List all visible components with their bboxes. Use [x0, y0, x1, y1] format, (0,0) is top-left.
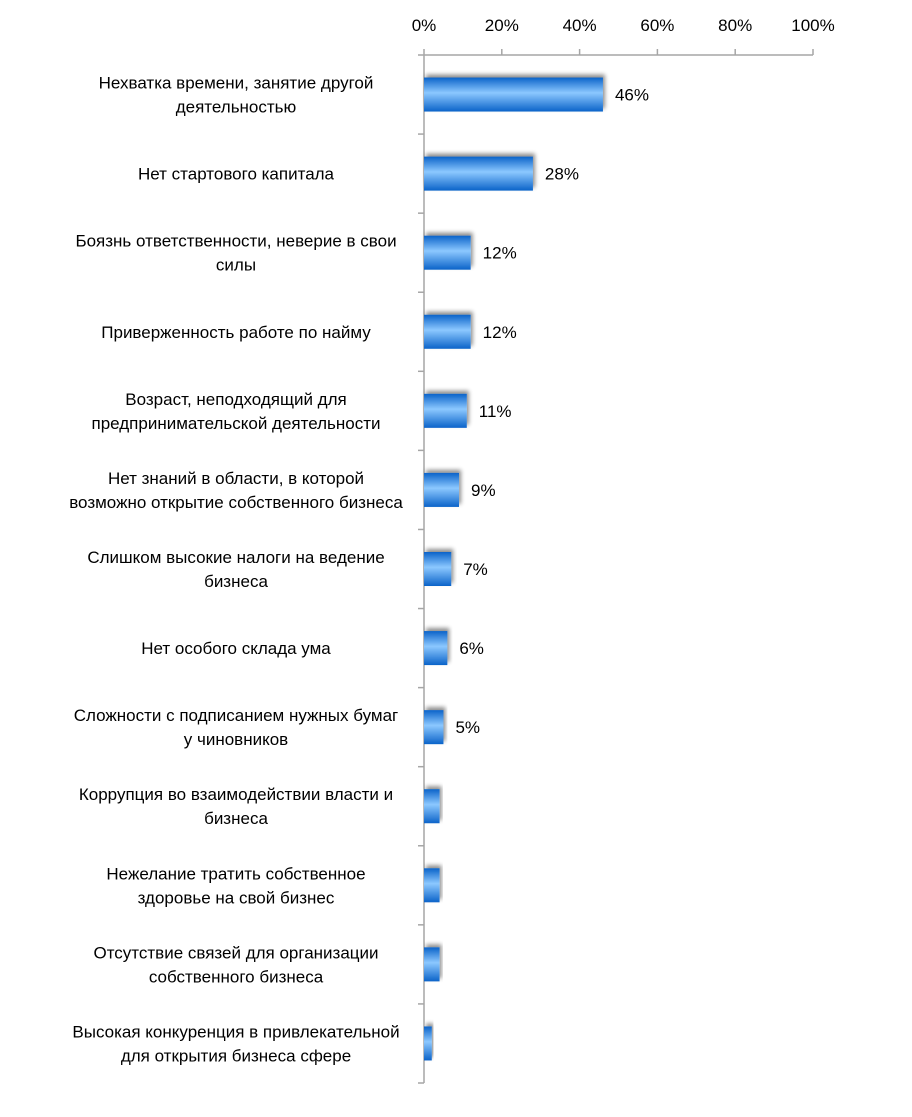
bar — [424, 314, 471, 349]
bar — [424, 472, 460, 507]
bar — [424, 710, 444, 745]
bar — [424, 868, 440, 903]
x-tick-label: 100% — [791, 16, 834, 35]
category-label: Нет стартового капитала — [138, 165, 335, 184]
category-label: Нет особого склада ума — [141, 639, 331, 658]
data-label: 7% — [463, 560, 488, 579]
category-label: Отсутствие связей для организации собстве… — [93, 943, 378, 986]
data-label: 9% — [471, 481, 496, 500]
category-label: Высокая конкуренция в привлекательной для… — [72, 1022, 399, 1065]
bar — [424, 235, 471, 270]
data-label: 12% — [483, 244, 517, 263]
category-label: Приверженность работе по найму — [101, 323, 371, 342]
x-tick-label: 0% — [412, 16, 437, 35]
category-label: Нехватка времени, занятие другой деятельн… — [99, 74, 374, 117]
bar — [424, 631, 448, 666]
bar — [424, 789, 440, 824]
bar — [424, 947, 440, 982]
x-tick-label: 60% — [640, 16, 674, 35]
label-layer: 0% 20% 40% 60% 80% 100% Нехватка времени, заня… — [69, 16, 835, 1065]
bar — [424, 1026, 432, 1061]
category-label: Боязнь ответственности, неверие в свои си… — [75, 232, 396, 275]
bar — [424, 393, 467, 428]
category-label: Сложности с подписанием нужных бумаг у чи… — [74, 706, 399, 749]
category-label: Коррупция во взаимодействии власти и бизн… — [79, 785, 393, 828]
category-label: Возраст, неподходящий для предприниматель… — [92, 390, 381, 433]
bar — [424, 156, 533, 191]
data-label: 5% — [455, 718, 480, 737]
data-label: 6% — [459, 639, 484, 658]
data-label: 28% — [545, 165, 579, 184]
bar — [424, 552, 452, 586]
bar-layer — [424, 77, 603, 1061]
bar — [424, 77, 603, 112]
data-label: 11% — [479, 402, 512, 421]
category-label: Нет знаний в области, в которой возможно … — [69, 469, 403, 512]
x-tick-label: 40% — [563, 16, 597, 35]
data-label: 12% — [483, 323, 517, 342]
x-tick-label: 80% — [718, 16, 752, 35]
x-tick-label: 20% — [485, 16, 519, 35]
category-label: Слишком высокие налоги на ведение бизнеса — [87, 548, 384, 591]
category-label: Нежелание тратить собственное здоровье на… — [106, 864, 365, 907]
data-label: 46% — [615, 86, 649, 105]
